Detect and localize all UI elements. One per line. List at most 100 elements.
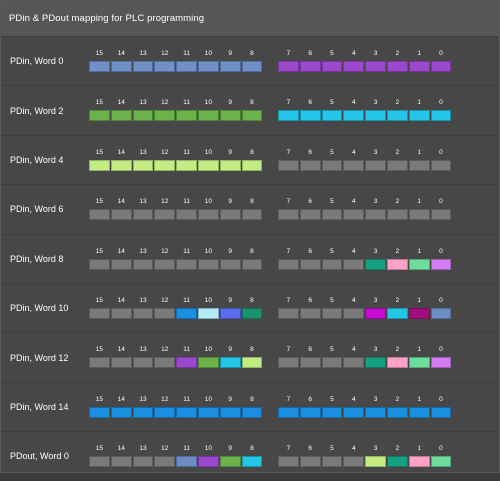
bit-cell-lime[interactable] — [132, 159, 154, 171]
bit-cell-magenta[interactable] — [365, 307, 386, 319]
bit-cell-gray[interactable] — [89, 209, 110, 221]
bit-cell-gray[interactable] — [110, 209, 132, 221]
bit-cell-cyan[interactable] — [219, 357, 241, 369]
bit-cell-gray[interactable] — [110, 357, 132, 369]
bit-cell-gray[interactable] — [278, 159, 299, 171]
bit-cell-lime[interactable] — [219, 159, 241, 171]
bit-cell-blue[interactable] — [219, 406, 241, 418]
bit-cell-cyan[interactable] — [241, 456, 263, 468]
bit-cell-gray[interactable] — [321, 159, 343, 171]
bit-cell-gray[interactable] — [89, 357, 110, 369]
bit-cell-gray[interactable] — [343, 209, 365, 221]
bit-cell-purple[interactable] — [321, 61, 343, 72]
bit-cell-indigo[interactable] — [219, 307, 241, 319]
bit-cell-gray[interactable] — [132, 357, 154, 369]
bit-cell-gray[interactable] — [241, 258, 263, 270]
bit-cell-steel[interactable] — [89, 61, 110, 72]
bit-cell-lime[interactable] — [241, 159, 263, 171]
bit-cell-gray[interactable] — [132, 307, 154, 319]
bit-cell-lime[interactable] — [176, 159, 197, 171]
bit-cell-gray[interactable] — [365, 159, 386, 171]
bit-cell-blue[interactable] — [343, 406, 365, 418]
bit-cell-gray[interactable] — [299, 357, 321, 369]
bit-cell-lime[interactable] — [110, 159, 132, 171]
bit-cell-blue[interactable] — [321, 406, 343, 418]
bit-cell-gray[interactable] — [386, 159, 408, 171]
bit-cell-pink[interactable] — [408, 456, 430, 468]
bit-cell-blue[interactable] — [278, 406, 299, 418]
bit-cell-gray[interactable] — [110, 307, 132, 319]
bit-cell-pink[interactable] — [386, 357, 408, 369]
bit-cell-teal[interactable] — [365, 258, 386, 270]
bit-cell-gray[interactable] — [89, 307, 110, 319]
bit-cell-darkgreen[interactable] — [241, 307, 263, 319]
bit-cell-gray[interactable] — [299, 307, 321, 319]
bit-cell-gray[interactable] — [89, 258, 110, 270]
bit-cell-purple[interactable] — [299, 61, 321, 72]
bit-cell-plum[interactable] — [408, 307, 430, 319]
bit-cell-gray[interactable] — [278, 209, 299, 221]
bit-cell-lime[interactable] — [154, 159, 176, 171]
bit-cell-slate[interactable] — [430, 307, 452, 319]
bit-cell-blue[interactable] — [176, 307, 197, 319]
bit-cell-cyan[interactable] — [365, 110, 386, 122]
bit-cell-gray[interactable] — [408, 159, 430, 171]
bit-cell-purple[interactable] — [365, 61, 386, 72]
bit-cell-blue[interactable] — [154, 406, 176, 418]
bit-cell-blue[interactable] — [299, 406, 321, 418]
bit-cell-gray[interactable] — [132, 258, 154, 270]
bit-cell-cyan[interactable] — [386, 110, 408, 122]
bit-cell-steel[interactable] — [219, 61, 241, 72]
bit-cell-gray[interactable] — [219, 209, 241, 221]
bit-cell-gray[interactable] — [365, 209, 386, 221]
bit-cell-slate[interactable] — [176, 456, 197, 468]
bit-cell-mint[interactable] — [408, 258, 430, 270]
bit-cell-gray[interactable] — [343, 159, 365, 171]
bit-cell-gray[interactable] — [430, 209, 452, 221]
bit-cell-cyan[interactable] — [386, 307, 408, 319]
bit-cell-steel[interactable] — [110, 61, 132, 72]
bit-cell-blue[interactable] — [89, 406, 110, 418]
bit-cell-mint[interactable] — [408, 357, 430, 369]
bit-cell-steel[interactable] — [154, 61, 176, 72]
bit-cell-gray[interactable] — [176, 258, 197, 270]
bit-cell-purple[interactable] — [343, 61, 365, 72]
bit-cell-gray[interactable] — [197, 209, 219, 221]
bit-cell-steel[interactable] — [241, 61, 263, 72]
bit-cell-green[interactable] — [219, 110, 241, 122]
bit-cell-steel[interactable] — [132, 61, 154, 72]
bit-cell-gray[interactable] — [299, 159, 321, 171]
bit-cell-blue[interactable] — [386, 406, 408, 418]
bit-cell-gray[interactable] — [89, 456, 110, 468]
bit-cell-gray[interactable] — [321, 357, 343, 369]
bit-cell-cyan[interactable] — [321, 110, 343, 122]
bit-cell-gray[interactable] — [343, 258, 365, 270]
bit-cell-green[interactable] — [197, 357, 219, 369]
bit-cell-gray[interactable] — [278, 258, 299, 270]
bit-cell-gray[interactable] — [197, 258, 219, 270]
bit-cell-purple[interactable] — [386, 61, 408, 72]
bit-cell-green[interactable] — [110, 110, 132, 122]
bit-cell-green[interactable] — [241, 110, 263, 122]
bit-cell-gray[interactable] — [278, 357, 299, 369]
bit-cell-gray[interactable] — [154, 357, 176, 369]
bit-cell-gray[interactable] — [408, 209, 430, 221]
bit-cell-gray[interactable] — [321, 456, 343, 468]
bit-cell-gray[interactable] — [299, 209, 321, 221]
bit-cell-lime[interactable] — [89, 159, 110, 171]
bit-cell-gray[interactable] — [278, 307, 299, 319]
bit-cell-gray[interactable] — [343, 456, 365, 468]
bit-cell-cyan[interactable] — [408, 110, 430, 122]
bit-cell-gray[interactable] — [299, 258, 321, 270]
bit-cell-green[interactable] — [132, 110, 154, 122]
bit-cell-green[interactable] — [197, 110, 219, 122]
bit-cell-purple[interactable] — [278, 61, 299, 72]
bit-cell-purple[interactable] — [430, 61, 452, 72]
bit-cell-blue[interactable] — [408, 406, 430, 418]
bit-cell-purple[interactable] — [197, 456, 219, 468]
bit-cell-gray[interactable] — [321, 209, 343, 221]
bit-cell-ice[interactable] — [197, 307, 219, 319]
bit-cell-teal[interactable] — [365, 357, 386, 369]
bit-cell-gray[interactable] — [110, 258, 132, 270]
bit-cell-gray[interactable] — [110, 456, 132, 468]
